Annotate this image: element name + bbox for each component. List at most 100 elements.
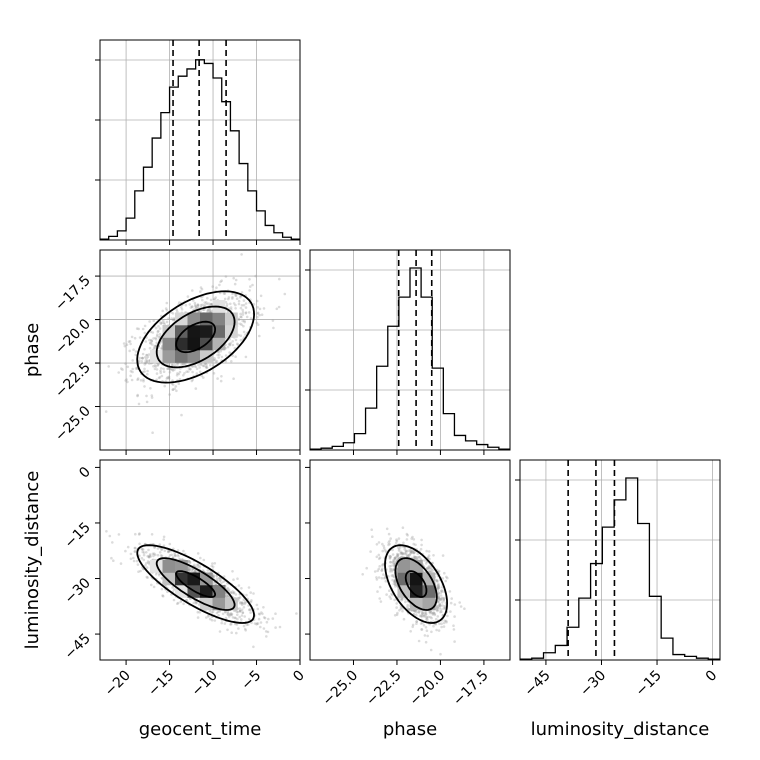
scatter-point <box>160 340 164 343</box>
scatter-point <box>172 547 175 551</box>
scatter-point <box>188 569 191 572</box>
scatter-point <box>144 340 148 343</box>
scatter-point <box>425 567 429 570</box>
scatter-point <box>203 303 207 307</box>
density-cell <box>212 312 226 326</box>
scatter-point <box>128 349 131 353</box>
scatter-point <box>191 370 194 374</box>
scatter-point <box>371 535 374 538</box>
scatter-point <box>241 308 244 312</box>
scatter-point <box>218 630 222 633</box>
scatter-point <box>156 547 160 550</box>
scatter-point <box>430 630 433 634</box>
scatter-point <box>243 602 246 606</box>
scatter-point <box>393 614 397 617</box>
scatter-point <box>410 537 414 540</box>
scatter-point <box>409 551 413 555</box>
scatter-point <box>431 612 435 615</box>
scatter-point <box>135 367 139 370</box>
scatter-point <box>452 624 455 627</box>
scatter-point <box>162 370 166 374</box>
scatter-point <box>211 285 214 288</box>
scatter-point <box>229 622 233 626</box>
contour-line <box>136 544 255 624</box>
scatter-point <box>164 307 168 310</box>
scatter-point <box>159 321 162 324</box>
scatter-point <box>235 623 239 626</box>
scatter-point <box>437 599 441 603</box>
scatter-point <box>449 601 453 605</box>
scatter-point <box>241 601 244 605</box>
scatter-point <box>444 619 448 623</box>
scatter-point <box>389 560 392 564</box>
scatter-point <box>196 610 200 614</box>
scatter-point <box>172 317 176 320</box>
scatter-point <box>160 374 164 378</box>
scatter-point <box>159 322 163 326</box>
scatter-point <box>135 559 139 563</box>
scatter-point <box>253 622 257 625</box>
scatter-point <box>187 370 190 373</box>
scatter-point <box>150 583 153 587</box>
scatter-point <box>188 561 192 564</box>
scatter-point <box>232 377 235 381</box>
scatter-point <box>129 552 133 556</box>
scatter-point <box>137 533 141 536</box>
scatter-point <box>131 359 134 362</box>
scatter-point <box>431 613 435 616</box>
panel-luminosity-distance-histogram: −45 −30 −15 0 <box>515 459 721 700</box>
scatter-point <box>431 569 435 572</box>
scatter-point <box>274 626 277 629</box>
scatter-point <box>441 586 444 589</box>
scatter-point <box>161 309 164 313</box>
scatter-point <box>141 356 144 360</box>
scatter-point <box>252 645 255 649</box>
scatter-point <box>194 601 198 605</box>
scatter-point <box>271 617 275 620</box>
scatter-point <box>255 622 259 625</box>
scatter-point <box>249 285 252 288</box>
scatter-point <box>378 565 382 568</box>
scatter-point <box>443 571 446 575</box>
scatter-point <box>395 538 398 541</box>
scatter-point <box>256 306 260 309</box>
scatter-point <box>167 549 171 553</box>
scatter-point <box>257 612 261 616</box>
scatter-point <box>429 615 432 619</box>
scatter-point <box>232 276 235 280</box>
scatter-point <box>406 553 409 557</box>
scatter-point <box>272 326 275 330</box>
scatter-point <box>197 306 200 310</box>
scatter-point <box>234 338 238 342</box>
scatter-point <box>206 309 210 312</box>
scatter-point <box>440 622 443 625</box>
scatter-point <box>231 343 235 347</box>
scatter-point <box>239 312 242 316</box>
scatter-point <box>388 556 392 560</box>
scatter-point <box>128 340 132 343</box>
scatter-point <box>190 379 194 383</box>
scatter-point <box>203 301 206 304</box>
scatter-point <box>433 612 437 615</box>
scatter-point <box>183 372 186 375</box>
scatter-point <box>229 623 232 626</box>
scatter-point <box>214 360 218 364</box>
scatter-point <box>391 574 395 577</box>
scatter-point <box>127 340 131 344</box>
scatter-point <box>396 554 400 557</box>
scatter-point <box>231 591 234 595</box>
scatter-point <box>148 553 152 556</box>
scatter-point <box>196 552 200 555</box>
scatter-point <box>151 343 154 346</box>
density-cell <box>200 325 213 338</box>
scatter-point <box>136 394 139 398</box>
scatter-point <box>370 528 374 531</box>
scatter-point <box>436 587 439 590</box>
scatter-point <box>439 597 443 601</box>
scatter-point <box>409 550 413 553</box>
scatter-point <box>160 576 163 580</box>
scatter-point <box>409 550 413 553</box>
scatter-point <box>199 286 203 289</box>
scatter-point <box>147 561 150 565</box>
scatter-point <box>256 323 260 327</box>
